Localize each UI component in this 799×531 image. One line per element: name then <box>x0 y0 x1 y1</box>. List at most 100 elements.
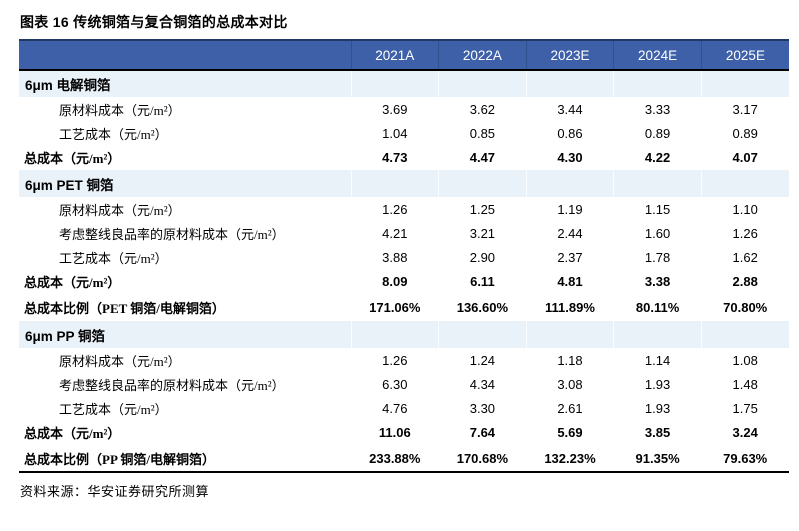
value-cell <box>700 70 789 97</box>
value-cell <box>613 321 702 348</box>
value-cell: 4.34 <box>469 376 496 392</box>
value-cell: 2.88 <box>732 274 758 289</box>
section-row: 6μm 电解铜箔 <box>19 70 789 97</box>
year-column-header: 2022A <box>438 40 527 71</box>
value-cell: 1.08 <box>732 352 758 368</box>
item-row: 原材料成本（元/m²） 1.26 1.24 1.18 1.14 1.08 <box>19 348 789 372</box>
value-cell: 4.21 <box>382 225 408 241</box>
value-cell: 4.22 <box>644 150 671 165</box>
row-label: 总成本比例（PET 铜箔/电解铜箔） <box>24 301 225 316</box>
value-cell: 91.35% <box>635 450 680 466</box>
value-cell <box>525 70 614 97</box>
value-cell: 132.23% <box>544 450 596 466</box>
value-cell: 4.47 <box>469 150 496 165</box>
value-cell: 1.19 <box>557 201 583 217</box>
value-cell: 170.68% <box>456 450 509 466</box>
value-cell <box>350 70 439 97</box>
total-row: 总成本（元/m²） 11.06 7.64 5.69 3.85 3.24 <box>19 420 789 445</box>
value-cell: 5.69 <box>557 425 583 440</box>
row-label: 工艺成本（元/m²） <box>59 401 168 417</box>
year-column-header: 2021A <box>350 40 439 71</box>
value-cell: 80.11% <box>635 300 680 315</box>
value-cell: 171.06% <box>369 300 421 315</box>
value-cell: 3.33 <box>644 101 671 117</box>
value-cell <box>438 170 527 197</box>
value-cell: 111.89% <box>545 300 595 315</box>
value-cell: 6.30 <box>382 376 408 392</box>
value-cell: 6.11 <box>470 274 495 289</box>
value-cell: 11.06 <box>378 425 411 440</box>
row-label: 工艺成本（元/m²） <box>59 126 168 142</box>
value-cell: 1.10 <box>732 201 758 217</box>
item-row: 原材料成本（元/m²） 3.69 3.62 3.44 3.33 3.17 <box>19 97 789 121</box>
header-corner-cell <box>19 40 351 71</box>
row-label: 工艺成本（元/m²） <box>59 250 168 266</box>
section-row: 6μm PET 铜箔 <box>19 170 789 197</box>
source-note: 资料来源：华安证券研究所测算 <box>20 484 210 499</box>
item-row: 工艺成本（元/m²） 3.88 2.90 2.37 1.78 1.62 <box>19 245 789 269</box>
row-label: 总成本（元/m²） <box>24 151 121 166</box>
year-column-header: 2024E <box>613 40 702 71</box>
value-cell: 79.63% <box>723 450 768 466</box>
value-cell: 4.07 <box>732 150 758 165</box>
value-cell <box>700 170 789 197</box>
value-cell: 4.30 <box>557 150 583 165</box>
value-cell: 8.09 <box>382 274 408 289</box>
value-cell: 0.85 <box>469 125 496 141</box>
total-row: 总成本（元/m²） 8.09 6.11 4.81 3.38 2.88 <box>19 269 789 294</box>
year-header-row: 2021A 2022A 2023E 2024E 2025E <box>19 40 789 71</box>
value-cell: 2.90 <box>469 249 496 265</box>
cost-comparison-table: 2021A 2022A 2023E 2024E 2025E 6μm 电解铜箔原材料成本（… <box>19 39 789 473</box>
value-cell: 3.69 <box>382 101 408 117</box>
value-cell: 1.14 <box>644 352 671 368</box>
value-cell <box>525 170 614 197</box>
value-cell: 0.89 <box>644 125 671 141</box>
value-cell: 3.21 <box>469 225 496 241</box>
item-row: 原材料成本（元/m²） 1.26 1.25 1.19 1.15 1.10 <box>19 197 789 221</box>
value-cell <box>700 321 789 348</box>
row-label: 总成本（元/m²） <box>24 426 121 441</box>
value-cell: 1.15 <box>644 201 671 217</box>
value-cell <box>350 170 439 197</box>
value-cell: 1.60 <box>644 225 671 241</box>
year-column-header: 2025E <box>700 40 789 71</box>
value-cell: 3.85 <box>644 425 671 440</box>
total-row: 总成本（元/m²） 4.73 4.47 4.30 4.22 4.07 <box>19 145 789 170</box>
value-cell <box>350 321 439 348</box>
value-cell: 0.86 <box>557 125 583 141</box>
value-cell: 1.48 <box>732 376 758 392</box>
value-cell: 3.30 <box>469 400 496 416</box>
value-cell <box>438 70 527 97</box>
row-label: 总成本（元/m²） <box>24 275 121 290</box>
value-cell: 3.17 <box>732 101 758 117</box>
value-cell: 3.24 <box>732 425 758 440</box>
value-cell: 1.93 <box>644 400 671 416</box>
row-label: 6μm PP 铜箔 <box>19 321 351 348</box>
row-label: 考虑整线良品率的原材料成本（元/m²） <box>59 226 285 242</box>
row-label: 6μm 电解铜箔 <box>19 70 351 97</box>
value-cell: 3.08 <box>557 376 583 392</box>
value-cell: 3.38 <box>644 274 671 289</box>
value-cell: 1.04 <box>382 125 408 141</box>
ratio-row: 总成本比例（PET 铜箔/电解铜箔） 171.06% 136.60% 111.89% 8… <box>19 294 789 321</box>
value-cell: 1.78 <box>644 249 671 265</box>
value-cell: 1.93 <box>644 376 671 392</box>
value-cell <box>613 70 702 97</box>
item-row: 工艺成本（元/m²） 1.04 0.85 0.86 0.89 0.89 <box>19 121 789 145</box>
item-row: 工艺成本（元/m²） 4.76 3.30 2.61 1.93 1.75 <box>19 396 789 420</box>
value-cell: 233.88% <box>369 450 421 466</box>
value-cell: 1.25 <box>469 201 496 217</box>
row-label: 考虑整线良品率的原材料成本（元/m²） <box>59 377 285 393</box>
value-cell: 3.62 <box>469 101 496 117</box>
row-label: 原材料成本（元/m²） <box>59 202 181 218</box>
value-cell: 1.62 <box>732 249 758 265</box>
year-column-header: 2023E <box>525 40 614 71</box>
row-label: 原材料成本（元/m²） <box>59 353 181 369</box>
value-cell: 2.44 <box>557 225 583 241</box>
value-cell: 1.26 <box>382 201 408 217</box>
value-cell: 2.37 <box>557 249 583 265</box>
value-cell: 136.60% <box>456 300 509 315</box>
figure-title: 图表 16 传统铜箔与复合铜箔的总成本对比 <box>20 14 288 30</box>
value-cell: 3.44 <box>557 101 583 117</box>
section-row: 6μm PP 铜箔 <box>19 321 789 348</box>
